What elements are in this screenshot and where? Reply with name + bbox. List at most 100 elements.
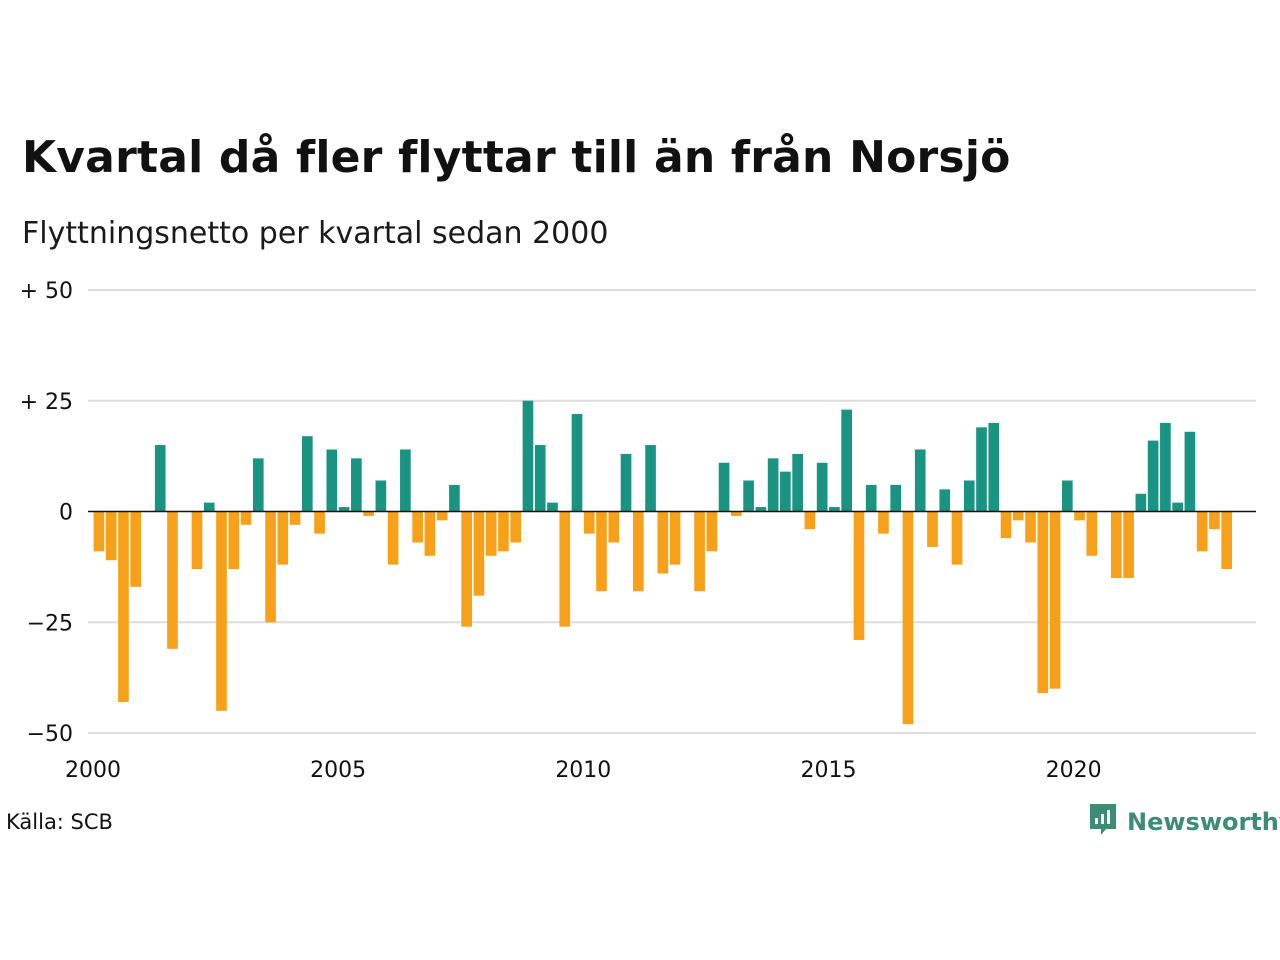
bar-2013K2 [743, 480, 754, 512]
x-tick-label: 2005 [310, 758, 366, 783]
x-axis-ticks: 2000 2005 2010 2015 2020 [65, 758, 1102, 783]
bar-2007K1 [436, 511, 448, 521]
bar-2016K3 [902, 511, 914, 725]
bar-2001K3 [167, 511, 178, 649]
bar-chart: + 50 + 25 0 −25 −50 2000 2005 2010 2015 2020 [20, 279, 1256, 783]
x-tick-label: 2010 [555, 758, 611, 783]
bar-2011K1 [632, 511, 644, 592]
bar-2011K4 [669, 511, 681, 565]
bar-2012K4 [718, 462, 730, 512]
bar-2015K3 [853, 511, 865, 640]
bar-2022K2 [1184, 431, 1196, 512]
bar-2022K1 [1172, 502, 1183, 512]
bar-2014K1 [780, 471, 791, 512]
y-tick-label: −25 [27, 611, 73, 636]
bar-2015K4 [865, 484, 877, 512]
x-tick-label: 2020 [1046, 758, 1102, 783]
source-note: Källa: SCB [6, 810, 113, 834]
bar-2003K4 [277, 511, 289, 565]
y-axis-ticks: + 50 + 25 0 −25 −50 [20, 279, 73, 747]
y-tick-label: −50 [27, 722, 73, 747]
bar-2003K1 [240, 511, 252, 525]
bar-2017K1 [927, 511, 938, 547]
bar-2012K3 [706, 511, 718, 552]
bar-2000K2 [105, 511, 117, 561]
bar-2018K1 [976, 427, 987, 512]
bar-2017K2 [939, 489, 951, 512]
bar-2000K3 [118, 511, 129, 702]
bar-2019K1 [1025, 511, 1036, 543]
bar-2017K3 [951, 511, 963, 565]
y-tick-label: + 50 [20, 279, 73, 304]
bar-2010K3 [608, 511, 620, 543]
bar-2013K4 [767, 458, 779, 512]
chart-subtitle: Flyttningsnetto per kvartal sedan 2000 [22, 216, 609, 251]
bar-2007K3 [461, 511, 472, 627]
bar-2002K2 [203, 502, 215, 512]
bar-2004K4 [326, 449, 338, 512]
bar-2007K2 [449, 484, 460, 512]
bar-2021K4 [1160, 422, 1171, 512]
bar-2019K2 [1037, 511, 1049, 694]
bar-2006K3 [412, 511, 423, 543]
bar-2018K4 [1012, 511, 1024, 521]
bar-2005K3 [363, 511, 374, 516]
bar-2013K1 [731, 511, 742, 516]
bar-2010K2 [596, 511, 607, 592]
bar-2005K4 [375, 480, 387, 512]
bar-2008K1 [485, 511, 497, 556]
bars [93, 400, 1232, 725]
bar-2001K2 [154, 445, 166, 512]
bar-2020K2 [1086, 511, 1098, 556]
bar-2014K3 [804, 511, 816, 530]
bar-2007K4 [473, 511, 485, 596]
brand-logo: Newsworthy [1088, 803, 1280, 841]
gridlines [88, 289, 1256, 734]
bar-2009K2 [547, 502, 558, 512]
bar-2003K2 [252, 458, 264, 512]
bar-2016K2 [890, 484, 902, 512]
bar-2009K1 [534, 445, 546, 512]
brand-name: Newsworthy [1127, 808, 1280, 836]
bar-2022K3 [1196, 511, 1208, 552]
bar-2023K1 [1221, 511, 1232, 570]
bar-2018K2 [988, 422, 1000, 512]
chart-bubble-icon [1088, 802, 1118, 842]
bar-2021K2 [1135, 493, 1147, 512]
x-tick-label: 2000 [65, 758, 121, 783]
x-tick-label: 2015 [800, 758, 856, 783]
bar-2012K2 [694, 511, 705, 592]
bar-2020K1 [1074, 511, 1085, 521]
bar-2002K3 [216, 511, 227, 711]
chart-title: Kvartal då fler flyttar till än från Nor… [22, 132, 1011, 183]
bar-2019K3 [1049, 511, 1061, 689]
bar-2020K4 [1111, 511, 1122, 578]
bar-2017K4 [963, 480, 975, 512]
bar-2011K2 [645, 445, 656, 512]
bar-2014K4 [816, 462, 828, 512]
bar-2004K1 [289, 511, 301, 525]
bar-2010K4 [620, 453, 632, 512]
bar-2004K2 [301, 436, 313, 512]
bar-2011K3 [657, 511, 669, 574]
bar-2021K1 [1123, 511, 1134, 578]
bar-2006K4 [424, 511, 436, 556]
bar-2019K4 [1061, 480, 1073, 512]
bar-2018K3 [1000, 511, 1012, 539]
bar-2000K4 [130, 511, 142, 587]
bar-2014K2 [792, 453, 803, 512]
bar-2005K1 [338, 507, 350, 512]
bar-2002K4 [228, 511, 240, 570]
bar-2009K3 [559, 511, 571, 627]
bar-2006K2 [400, 449, 411, 512]
bar-2003K3 [265, 511, 276, 623]
bar-2008K3 [510, 511, 522, 543]
bar-2016K1 [878, 511, 889, 534]
bar-2004K3 [314, 511, 325, 534]
bar-2021K3 [1147, 440, 1159, 512]
bar-2000K1 [93, 511, 105, 552]
bar-2015K2 [841, 409, 852, 512]
bar-2005K2 [351, 458, 362, 512]
bar-2016K4 [914, 449, 926, 512]
bar-2009K4 [571, 414, 583, 512]
